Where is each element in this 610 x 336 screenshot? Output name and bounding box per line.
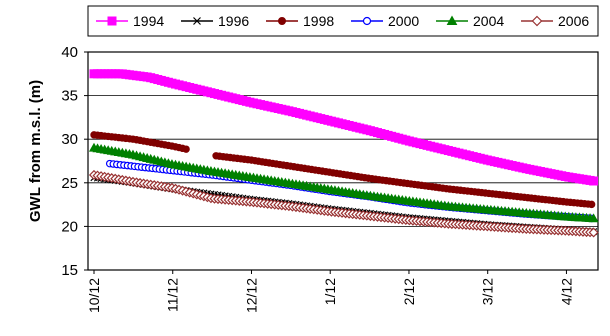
legend-item-1994: 1994 xyxy=(96,13,164,29)
legend-label: 2000 xyxy=(388,13,419,29)
legend-item-2000: 2000 xyxy=(351,13,419,29)
legend-marker xyxy=(193,17,201,25)
x-tick-label: 3/12 xyxy=(480,278,496,305)
data-point-2004 xyxy=(588,213,599,223)
legend-marker xyxy=(446,15,458,25)
data-point-1998 xyxy=(182,145,190,153)
legend-marker xyxy=(107,16,117,26)
series-2004 xyxy=(88,142,599,223)
y-tick-label: 35 xyxy=(61,88,78,105)
x-tick-label: 12/12 xyxy=(243,278,259,313)
legend-item-2004: 2004 xyxy=(436,13,504,29)
y-axis-title: GWL from m.s.l. (m) xyxy=(27,80,44,222)
legend-marker xyxy=(278,17,286,25)
x-tick-label: 4/12 xyxy=(558,278,574,305)
data-point-2006 xyxy=(588,227,599,238)
data-point-1994 xyxy=(589,176,599,186)
x-tick-label: 1/12 xyxy=(322,278,338,305)
legend-item-1998: 1998 xyxy=(266,13,334,29)
y-tick-label: 25 xyxy=(61,175,78,192)
y-tick-label: 15 xyxy=(61,262,78,279)
legend-box xyxy=(87,5,599,37)
plot-area: 15 20 25 30 35 40 10/12 11/12 12/12 1/12 2/12 3/12 4… xyxy=(61,44,599,313)
legend-item-1996: 1996 xyxy=(181,13,249,29)
y-tick-label: 20 xyxy=(61,218,78,235)
data-point-1998 xyxy=(587,200,596,209)
y-tick-label: 40 xyxy=(61,44,78,61)
legend-label: 1996 xyxy=(218,13,249,29)
series-2006 xyxy=(88,169,599,238)
legend-label: 1994 xyxy=(133,13,164,29)
series-1994 xyxy=(89,69,599,186)
x-tick-label: 2/12 xyxy=(401,278,417,305)
legend-label: 1998 xyxy=(303,13,334,29)
legend-label: 2004 xyxy=(473,13,504,29)
x-tick-label: 11/12 xyxy=(165,278,181,312)
legend-label: 2006 xyxy=(558,13,589,29)
y-tick-label: 30 xyxy=(61,131,78,148)
series-1998 xyxy=(90,131,596,209)
legend-item-2006: 2006 xyxy=(521,13,589,29)
legend: 1994 1996 1998 2000 2004 2006 xyxy=(87,5,599,37)
legend-marker xyxy=(531,15,543,27)
legend-marker xyxy=(362,16,372,26)
x-tick-label: 10/12 xyxy=(86,278,102,313)
